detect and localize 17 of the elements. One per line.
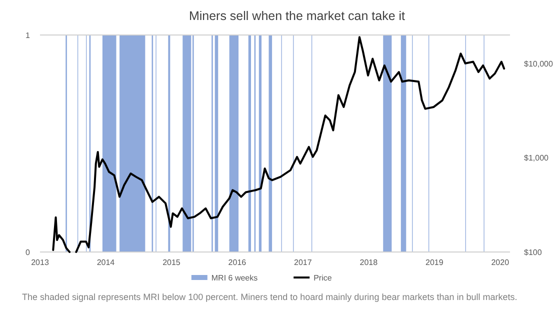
y-tick-label: 0 xyxy=(26,248,31,257)
text: The shaded signal represents MRI below 100 percent. Miners tend to hoard mainly during bear markets than in bull markets. xyxy=(22,292,518,302)
y2-tick-label: $100 xyxy=(524,248,542,257)
x-tick-label: 2013 xyxy=(31,258,50,267)
x-tick-label: 2016 xyxy=(228,258,247,267)
y2-tick-label: $10,000 xyxy=(524,59,554,68)
x-tick-label: 2017 xyxy=(294,258,312,267)
x-tick-label: 2015 xyxy=(162,258,181,267)
x-tick-label: 2018 xyxy=(360,258,378,267)
x-tick-label: 2019 xyxy=(426,258,444,267)
x-tick-label: 2020 xyxy=(491,258,510,267)
legend-label: Price xyxy=(314,274,332,282)
y2-tick-label: $1,000 xyxy=(524,154,550,163)
x-tick-label: 2014 xyxy=(96,258,116,267)
chart-title: Miners sell when the market can take it xyxy=(188,9,406,23)
y-tick-label: 1 xyxy=(26,31,31,40)
legend-label: MRI 6 weeks xyxy=(211,274,258,282)
